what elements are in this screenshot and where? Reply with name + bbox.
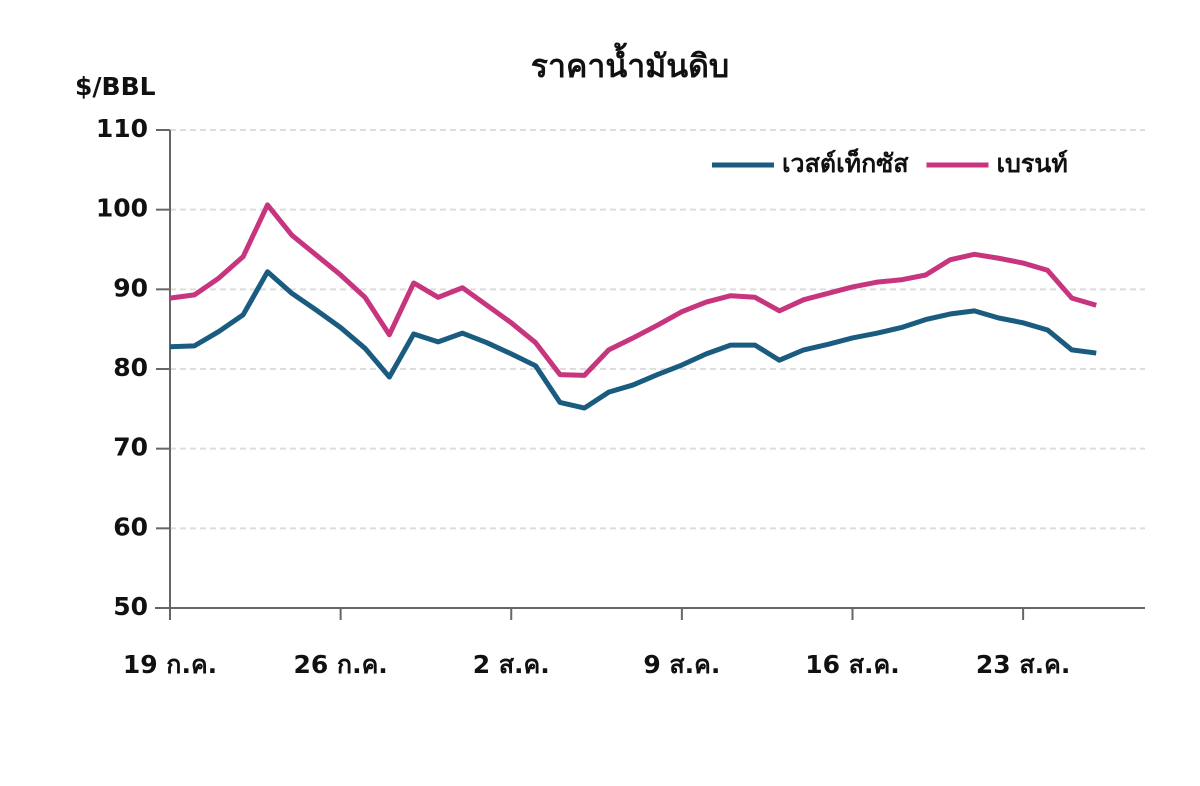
y-tick-label: 80 xyxy=(113,353,148,382)
x-tick-label: 9 ส.ค. xyxy=(643,650,720,679)
y-tick-label: 60 xyxy=(113,512,148,541)
y-tick-label: 70 xyxy=(113,433,148,462)
x-tick-label: 26 ก.ค. xyxy=(293,650,387,679)
series-line xyxy=(169,269,1097,411)
legend-label: เวสต์เท็กซัส xyxy=(782,148,909,178)
y-tick-label: 90 xyxy=(113,273,148,302)
x-tick-label: 19 ก.ค. xyxy=(123,650,217,679)
y-tick-label: 110 xyxy=(96,114,148,143)
legend-label: เบรนท์ xyxy=(996,149,1067,178)
x-tick-label: 2 ส.ค. xyxy=(473,650,550,679)
y-axis-label: $/BBL xyxy=(75,72,156,101)
chart-title: ราคาน้ำมันดิบ xyxy=(531,42,729,85)
y-tick-label: 100 xyxy=(96,194,148,223)
x-tick-label: 23 ส.ค. xyxy=(976,650,1070,679)
series-line xyxy=(169,202,1097,378)
x-tick-label: 16 ส.ค. xyxy=(805,650,899,679)
y-tick-label: 50 xyxy=(113,592,148,621)
